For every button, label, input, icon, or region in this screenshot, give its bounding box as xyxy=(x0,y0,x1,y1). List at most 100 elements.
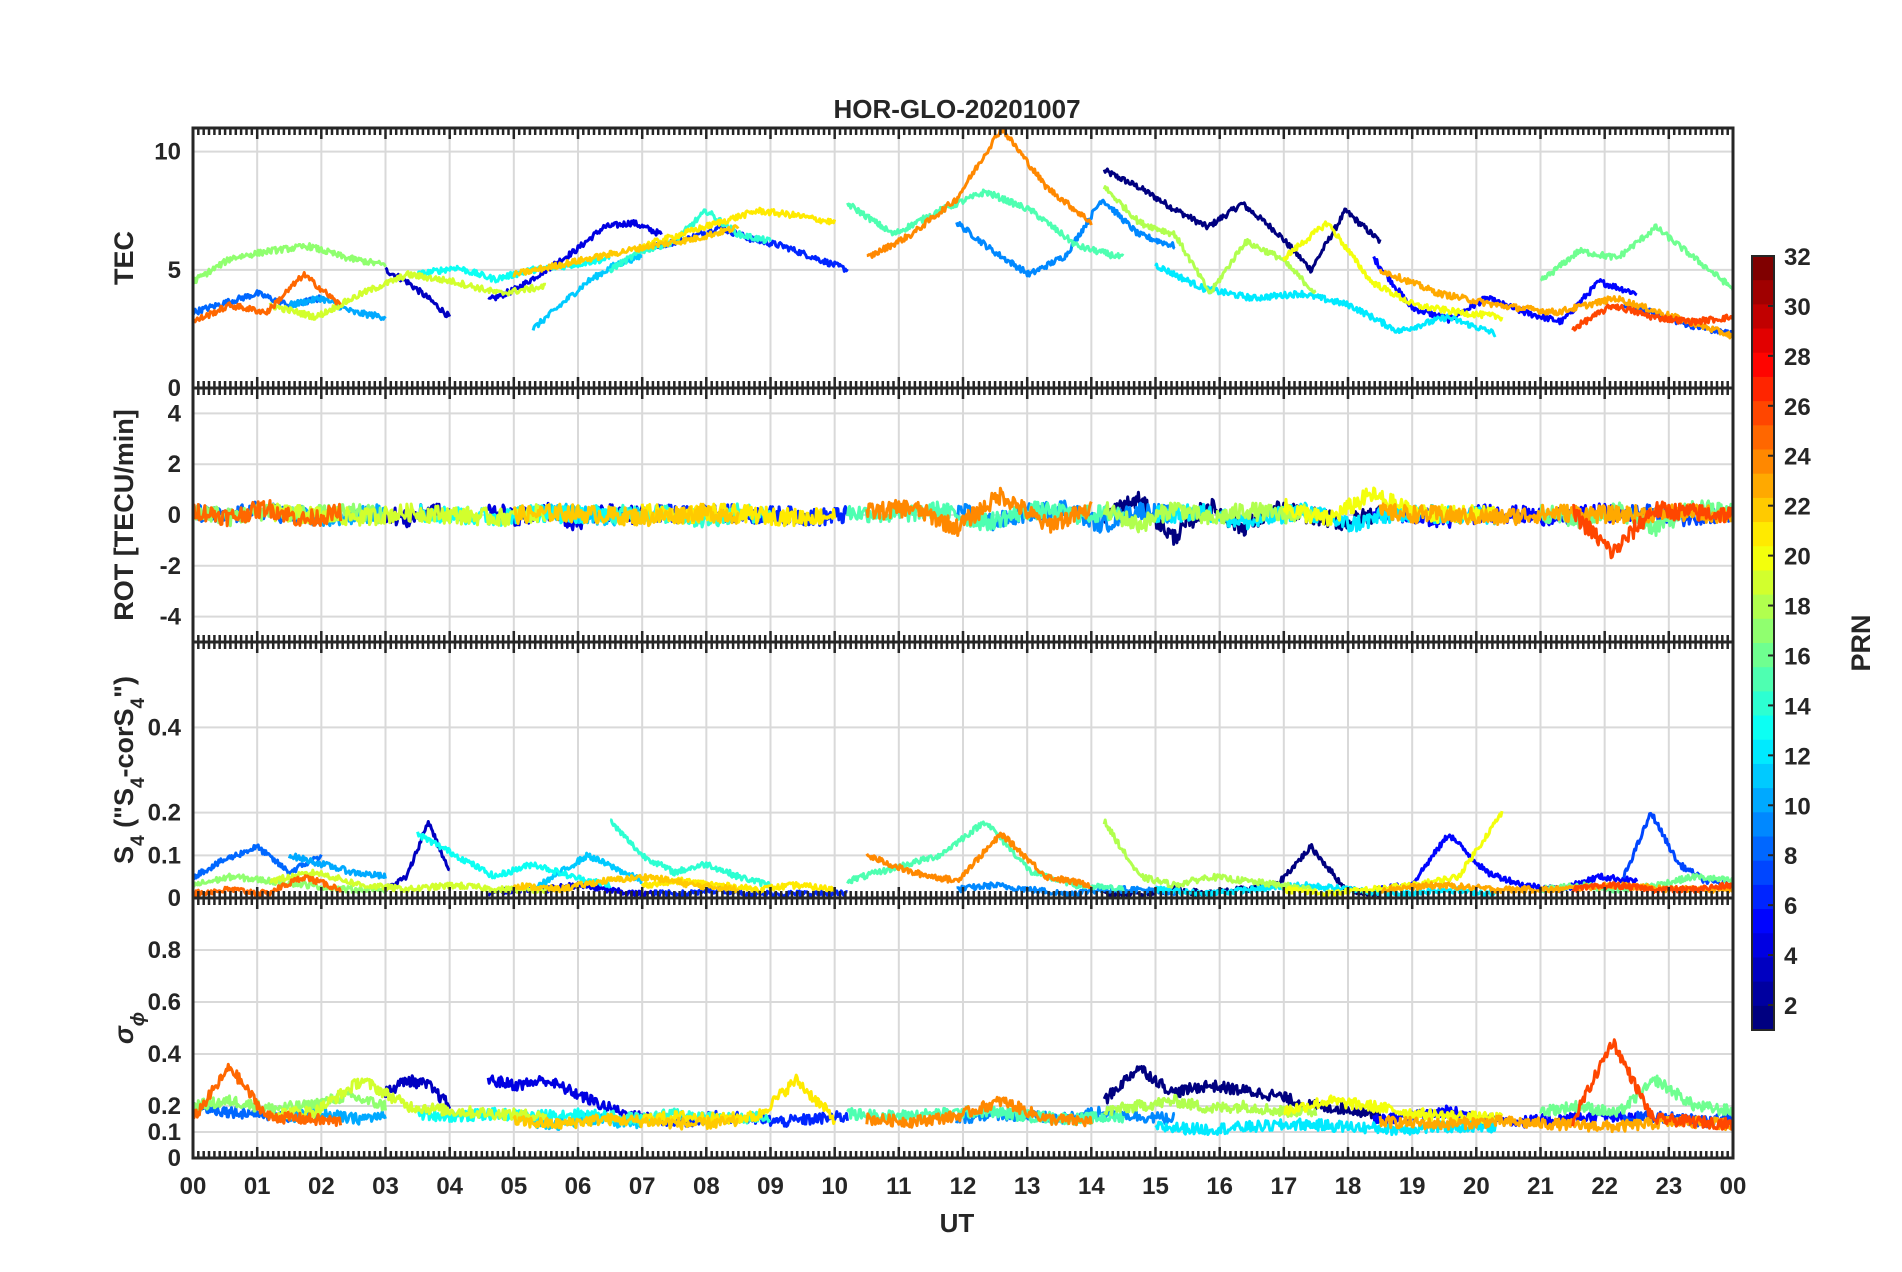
x-tick-label: 09 xyxy=(757,1173,784,1200)
y-label-part: -corS xyxy=(109,708,139,777)
series-prn-5 xyxy=(1372,833,1639,894)
x-minor-ticks xyxy=(191,128,1735,388)
colorbar-tick-label: 4 xyxy=(1784,943,1798,970)
colorbar-swatch xyxy=(1752,739,1774,765)
series-prn-19 xyxy=(268,502,547,528)
y-tick-label: -2 xyxy=(160,553,181,580)
series-prn-15 xyxy=(846,188,1125,260)
colorbar-tick-label: 14 xyxy=(1784,693,1811,720)
panel-rot-series xyxy=(193,486,1733,560)
panel-rot: -4 -2 0 2 4 ROT [TECU/min] xyxy=(109,386,1735,644)
series-prn-25 xyxy=(193,499,343,528)
series-prn-17 xyxy=(193,1089,387,1115)
y-tick-label: 2 xyxy=(168,451,181,478)
panel-sigma-series xyxy=(193,1038,1733,1137)
x-tick-label: 17 xyxy=(1270,1173,1297,1200)
colorbar-tick-label: 32 xyxy=(1784,244,1811,271)
panel-tec: 0 5 10 TEC xyxy=(109,126,1735,402)
colorbar-swatch xyxy=(1752,376,1774,402)
y-label-part: 4 xyxy=(128,835,149,846)
colorbar-swatch xyxy=(1752,836,1774,862)
y-tick-label: 5 xyxy=(168,257,181,284)
y-tick-label: 10 xyxy=(154,139,181,166)
x-minor-ticks xyxy=(191,388,1735,642)
x-tick-label: 11 xyxy=(886,1173,911,1200)
colorbar-frame xyxy=(1751,255,1775,1031)
colorbar-swatch xyxy=(1752,425,1774,451)
y-tick-label: 0 xyxy=(168,1145,181,1172)
x-tick-label: 03 xyxy=(372,1173,399,1200)
colorbar-tick-label: 12 xyxy=(1784,743,1811,770)
colorbar-swatch xyxy=(1752,788,1774,813)
colorbar-swatch xyxy=(1752,473,1774,499)
colorbar-swatch xyxy=(1752,933,1774,959)
x-tick-label: 10 xyxy=(821,1173,848,1200)
y-tick-label: 0.8 xyxy=(148,937,181,964)
x-tick-label: 18 xyxy=(1335,1173,1362,1200)
x-tick-label: 23 xyxy=(1655,1173,1682,1200)
series-prn-25 xyxy=(193,1062,343,1127)
series-prn-24 xyxy=(865,486,1093,537)
series-prn-14 xyxy=(609,818,772,889)
colorbar-swatch xyxy=(1752,860,1774,886)
series-prn-22 xyxy=(512,224,740,278)
series-prn-26 xyxy=(1571,500,1733,560)
y-axis-label-tec: TEC xyxy=(109,231,139,285)
colorbar-tick-label: 8 xyxy=(1784,843,1797,870)
x-tick-label: 12 xyxy=(950,1173,977,1200)
colorbar-swatch xyxy=(1752,280,1774,305)
series-prn-22 xyxy=(512,873,740,894)
series-prn-4 xyxy=(487,219,663,302)
series-prn-12 xyxy=(1154,262,1497,338)
y-axis-label-sigma: σϕ xyxy=(109,1012,149,1044)
colorbar-label: PRN xyxy=(1846,614,1876,671)
x-tick-label: 05 xyxy=(500,1173,527,1200)
y-label-part: ϕ xyxy=(128,1012,149,1026)
x-tick-label: 21 xyxy=(1527,1173,1554,1200)
y-label-part: σ xyxy=(109,1025,139,1044)
colorbar-swatch xyxy=(1752,304,1774,330)
y-tick-label: 0.4 xyxy=(148,1041,182,1068)
y-tick-label: 0.6 xyxy=(148,989,181,1016)
y-tick-label: 4 xyxy=(168,400,182,427)
y-axis-label-s4: S4 ("S4-corS4") xyxy=(109,676,149,864)
x-tick-label: 00 xyxy=(1720,1173,1747,1200)
series-prn-19 xyxy=(268,1077,548,1123)
series-prn-13 xyxy=(416,831,612,889)
x-tick-label: 14 xyxy=(1078,1173,1105,1200)
colorbar-swatch xyxy=(1752,328,1774,354)
colorbar-tick-label: 16 xyxy=(1784,643,1811,670)
series-prn-24 xyxy=(865,831,1093,890)
colorbar-swatch xyxy=(1752,715,1774,741)
series-prn-18 xyxy=(1103,1093,1318,1118)
y-tick-label: -4 xyxy=(160,604,182,631)
colorbar-tick-label: 24 xyxy=(1784,444,1811,471)
panel-s4: 00.10.20.4S4 ("S4-corS4") xyxy=(109,640,1735,912)
colorbar-tick-label: 28 xyxy=(1784,344,1811,371)
x-tick-label: 15 xyxy=(1142,1173,1169,1200)
series-prn-21 xyxy=(640,206,837,249)
x-tick-label: 22 xyxy=(1591,1173,1618,1200)
series-prn-3 xyxy=(384,1074,452,1110)
colorbar-tick-label: 10 xyxy=(1784,793,1811,820)
colorbar-tick-label: 22 xyxy=(1784,494,1811,521)
y-tick-label: 0 xyxy=(168,375,181,402)
panel-s4-series xyxy=(193,810,1733,898)
series-prn-11 xyxy=(531,851,643,891)
x-tick-label: 20 xyxy=(1463,1173,1490,1200)
y-tick-label: 0.4 xyxy=(148,714,182,741)
colorbar-swatch xyxy=(1752,594,1774,620)
colorbar-swatch xyxy=(1752,981,1774,1007)
series-prn-23 xyxy=(1378,1114,1733,1134)
x-tick-label: 02 xyxy=(308,1173,335,1200)
y-tick-label: 0 xyxy=(168,502,181,529)
colorbar-swatch xyxy=(1752,522,1774,547)
y-label-part: ("S xyxy=(109,788,139,835)
colorbar-tick-label: 2 xyxy=(1784,993,1797,1020)
series-prn-18 xyxy=(1102,818,1318,894)
colorbar-swatch xyxy=(1752,618,1774,644)
colorbar-tick-label: 26 xyxy=(1784,394,1811,421)
series-prn-23 xyxy=(1378,268,1733,340)
series-prn-24 xyxy=(866,128,1093,259)
